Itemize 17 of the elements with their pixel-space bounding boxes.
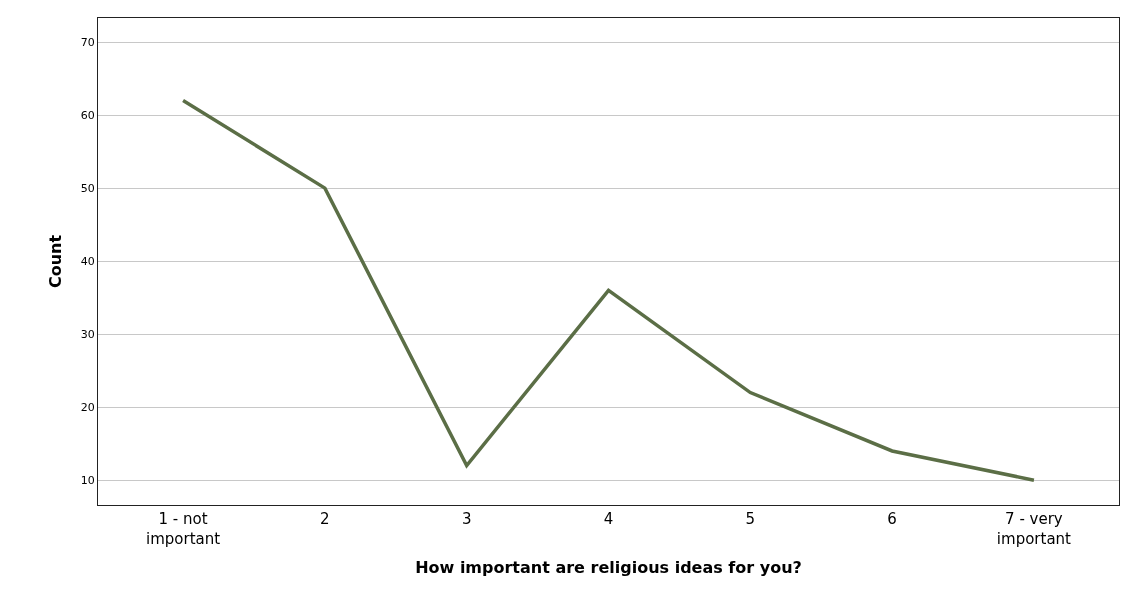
x-tick-label: 3	[461, 510, 472, 528]
x-tick-label: 5	[745, 510, 756, 528]
y-tick-label: 30	[80, 328, 95, 341]
x-tick-label: 6	[887, 510, 897, 528]
line-series	[181, 98, 1036, 482]
y-axis-title: Count	[45, 234, 65, 289]
y-tick-label: 70	[80, 35, 95, 49]
x-axis-title: How important are religious ideas for you?	[415, 558, 802, 578]
y-tick-label: 60	[80, 108, 95, 122]
y-tick-label: 40	[80, 254, 95, 268]
x-tick-label: 1 - not important	[146, 510, 221, 548]
x-tick-label: 4	[603, 510, 614, 528]
y-tick-label: 50	[80, 181, 95, 195]
y-tick-label: 10	[80, 474, 95, 488]
y-tick-label: 20	[80, 401, 95, 415]
x-tick-label: 7 - very important	[996, 510, 1072, 548]
x-tick-label: 2	[320, 510, 330, 528]
